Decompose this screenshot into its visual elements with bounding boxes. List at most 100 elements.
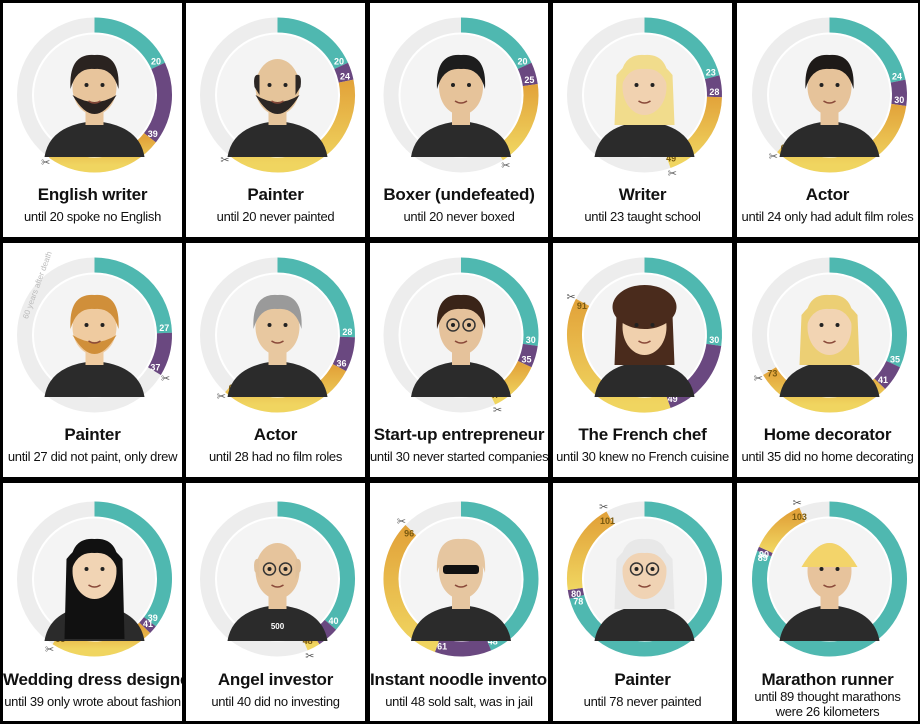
milestone-age-label: 91 — [577, 301, 587, 311]
milestone-age-label: 36 — [336, 358, 346, 368]
milestone-age-label: 48 — [488, 636, 498, 646]
segment-before-career — [829, 257, 907, 368]
age-ring-diagram: 202545✂ — [383, 17, 539, 173]
scissors-icon: ✂ — [161, 373, 170, 385]
segment-to-first-success — [704, 75, 722, 98]
blonde-woman-portrait — [594, 54, 695, 157]
milestone-age-label: 39 — [148, 129, 158, 139]
card-subtitle: until 39 only wrote about fashion — [4, 694, 181, 709]
card-subtitle: until 20 never boxed — [403, 209, 515, 224]
milestone-age-label: 20 — [517, 57, 527, 67]
segment-to-first-success — [332, 336, 355, 372]
card-subtitle: until 48 sold salt, was in jail — [385, 694, 533, 709]
white-haired-woman-portrait — [594, 538, 695, 641]
milestone-age-label: 49 — [668, 394, 678, 404]
segment-to-first-success — [139, 617, 156, 634]
card-title: Wedding dress designer — [3, 670, 182, 689]
segment-before-career — [829, 17, 906, 83]
scissors-icon: ✂ — [668, 168, 677, 180]
segment-before-career — [460, 257, 539, 347]
milestone-age-label: 90 — [759, 549, 769, 559]
milestone-age-label: 30 — [709, 335, 719, 345]
segment-to-first-success — [334, 62, 354, 83]
scissors-icon: ✂ — [45, 644, 54, 656]
segment-before-career — [277, 17, 348, 70]
person-card: 27 37 ✂ Painter until 27 did not paint, only… — [3, 243, 182, 477]
milestone-age-label: 41 — [143, 619, 153, 629]
age-ring-diagram: 303547✂ — [383, 257, 539, 417]
card-subtitle: until 23 taught school — [584, 209, 701, 224]
milestone-age-label: 28 — [709, 87, 719, 97]
card-subtitle: until 78 never painted — [583, 694, 702, 709]
milestone-age-label: 24 — [340, 71, 350, 81]
milestone-age-label: 28 — [342, 327, 352, 337]
segment-career-span — [777, 103, 907, 173]
milestone-age-label: 49 — [666, 154, 676, 164]
segment-career-span — [567, 511, 614, 591]
segment-to-first-success — [147, 332, 172, 376]
scissors-icon: ✂ — [493, 405, 502, 417]
card-title: Painter — [247, 185, 304, 204]
milestone-age-label: 73 — [767, 369, 777, 379]
card-subtitle: until 40 did no investing — [211, 694, 340, 709]
shirt-text: 500 — [271, 622, 285, 631]
segment-before-career — [644, 17, 720, 80]
segment-to-first-success — [517, 343, 538, 368]
scissors-icon: ✂ — [599, 502, 608, 514]
segment-before-career — [94, 257, 172, 334]
person-card: 48 61 96 ✂ Instant noodle inventor until 48 s… — [370, 483, 548, 721]
glasses-man-portrait — [411, 294, 511, 397]
segment-career-span — [759, 507, 806, 554]
segment-career-span — [567, 298, 671, 413]
milestone-age-label: 37 — [150, 363, 160, 373]
milestone-age-label: 30 — [894, 95, 904, 105]
bearded-man-portrait — [44, 54, 145, 157]
card-title: Painter — [614, 670, 671, 689]
age-ring-diagram: 243068✂ — [752, 17, 907, 173]
milestone-age-label: 39 — [148, 613, 158, 623]
card-title: Start-up entrepreneur — [373, 425, 545, 444]
card-subtitle: until 28 had no film roles — [208, 449, 343, 464]
card-title: Painter — [64, 425, 121, 444]
curly-woman-portrait — [594, 285, 695, 397]
milestone-age-label: 89 — [758, 553, 768, 563]
milestone-age-label: 61 — [437, 641, 447, 651]
person-card: 394165✂ Wedding dress designer until 39 on… — [3, 483, 182, 721]
bald-glasses-man-portrait: 500 — [227, 543, 328, 641]
scissors-icon: ✂ — [220, 154, 229, 166]
scissors-icon: ✂ — [501, 160, 510, 172]
card-subtitle: until 30 never started companies — [370, 449, 548, 464]
bald-bearded-man-portrait — [227, 59, 328, 157]
segment-to-first-success — [434, 636, 492, 657]
card-subtitle: until 35 did no home decorating — [741, 449, 914, 464]
segment-to-first-success — [143, 62, 172, 143]
milestone-age-label: 80 — [571, 589, 581, 599]
card-title: Marathon runner — [761, 670, 894, 689]
card-title: Angel investor — [217, 670, 334, 689]
milestone-age-label: 78 — [573, 597, 583, 607]
age-ring-diagram: 202467✂ — [200, 17, 355, 173]
card-title: Actor — [253, 425, 298, 444]
milestone-age-label: 96 — [404, 529, 414, 539]
segment-before-career — [277, 501, 355, 630]
milestone-age-label: 101 — [600, 516, 615, 526]
person-card: 202545✂ Boxer (undefeated) until 20 never … — [370, 3, 548, 237]
scissors-icon: ✂ — [217, 391, 226, 403]
age-ring-diagram: 30 49 91✂ — [566, 257, 722, 413]
milestone-age-label: 20 — [151, 57, 161, 67]
segment-to-first-success — [665, 343, 722, 408]
scissors-icon: ✂ — [793, 498, 802, 510]
age-ring-diagram: 23 28 49 ✂ — [567, 17, 722, 180]
segment-before-career — [460, 17, 532, 70]
grey-haired-man-portrait — [227, 294, 328, 397]
milestone-age-label: 24 — [892, 71, 902, 81]
scissors-icon: ✂ — [754, 373, 763, 385]
card-title: Boxer (undefeated) — [383, 185, 535, 204]
scissors-icon: ✂ — [769, 151, 778, 163]
